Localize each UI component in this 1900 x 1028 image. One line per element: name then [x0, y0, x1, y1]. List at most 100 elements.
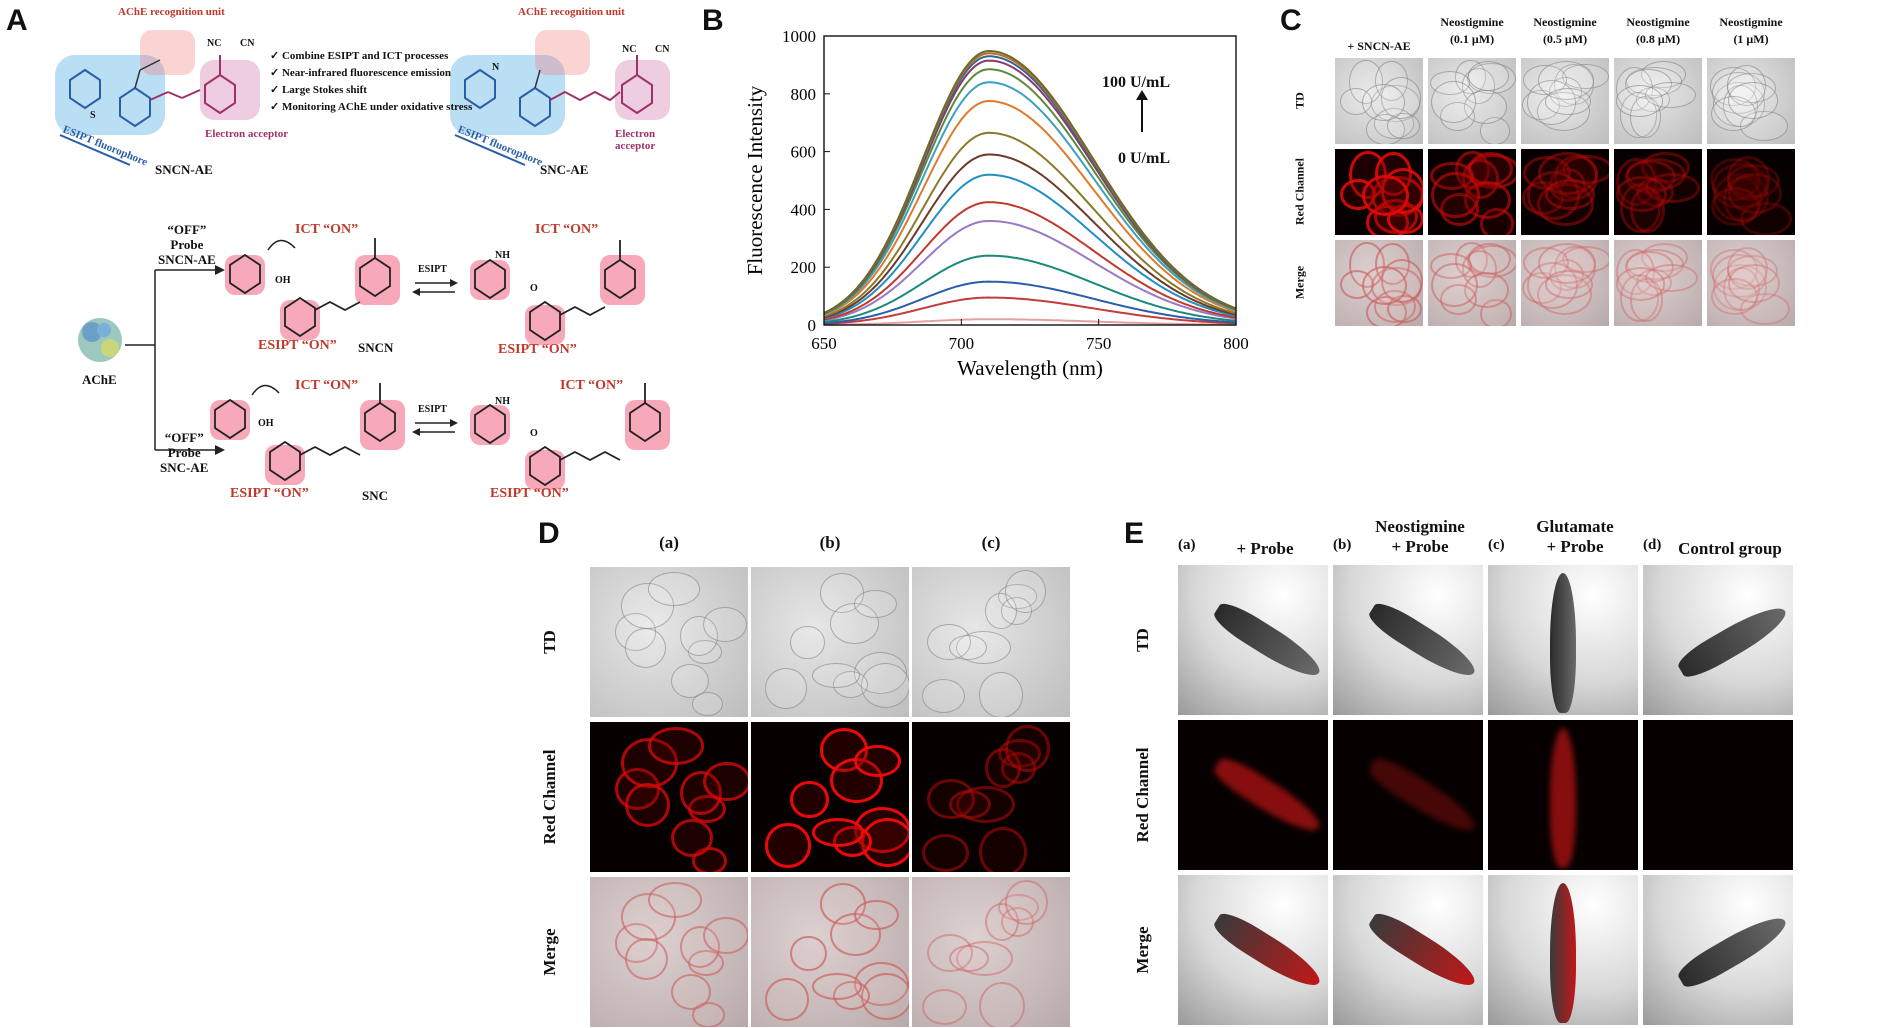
zebrafish-image [1488, 565, 1638, 715]
s-label: S [90, 110, 96, 121]
row-label: Merge [1133, 926, 1152, 974]
zebrafish-body [1550, 883, 1576, 1023]
panel-letter-a: A [6, 4, 28, 37]
cell-shape [1430, 262, 1478, 308]
cell-shape [854, 590, 897, 618]
cell-shape [978, 826, 1028, 872]
column-header: Neostigmine (0.1 μM) [1428, 14, 1516, 48]
ict-on-label: ICT “ON” [560, 378, 624, 393]
snc-right-structure [470, 383, 670, 490]
sncn-left-structure [225, 238, 400, 340]
column-header-line: Neostigmine [1440, 15, 1504, 29]
y-tick-label: 600 [791, 143, 817, 162]
cell-shape [765, 978, 809, 1021]
cell-shape [1468, 60, 1510, 91]
zebrafish-body [1364, 907, 1482, 995]
column-header: (a) [659, 533, 679, 552]
n-label: N [492, 62, 500, 73]
nc-label: NC [622, 44, 637, 55]
o-label: O [530, 428, 538, 439]
cell-shape [1544, 270, 1594, 299]
column-header-line: Neostigmine [1626, 15, 1690, 29]
micrograph-merge [912, 877, 1070, 1027]
probe-name-sncn-ae: SNCN-AE [155, 162, 213, 177]
panel-e: E (a) + Probe (b) Neostigmine + Probe (c) Glut… [1118, 515, 1900, 1028]
column-header: + SNCN-AE [1335, 38, 1423, 55]
cell-shape [854, 900, 899, 930]
x-tick-label: 650 [811, 334, 837, 353]
cell-shape [702, 607, 747, 643]
column-label-line: + Probe [1391, 537, 1449, 556]
column-header: (b) Neostigmine + Probe [1333, 515, 1483, 565]
spectrum-line-6 [823, 173, 1237, 320]
column-label: Control group [1667, 539, 1793, 559]
spectrum-line-8 [823, 131, 1237, 318]
y-tick-label: 400 [791, 200, 817, 219]
column-header: (d) Control group [1643, 515, 1793, 565]
zebrafish-body [1364, 752, 1482, 840]
cell-shape [1728, 173, 1782, 214]
esipt-on-label: ESIPT “ON” [490, 486, 569, 501]
zebrafish-body [1209, 907, 1327, 995]
column-header: Neostigmine (1 μM) [1707, 14, 1795, 48]
cell-shape [812, 663, 860, 689]
feature-item: ✓ Combine ESIPT and ICT processes [270, 50, 449, 62]
cell-shape [1615, 176, 1668, 212]
y-tick-label: 200 [791, 258, 817, 277]
spectrum-line-11 [823, 68, 1237, 315]
y-tick-label: 0 [808, 316, 817, 335]
oh-label: OH [275, 275, 291, 286]
micrograph-merge [1335, 240, 1423, 326]
cell-shape [625, 937, 669, 980]
esipt-arrow-label: ESIPT [418, 264, 447, 275]
cell-shape [671, 818, 714, 858]
cell-shape [1005, 725, 1051, 772]
esipt-on-label: ESIPT “ON” [230, 486, 309, 501]
snc-ae-structure [450, 30, 670, 166]
y-tick-label: 800 [791, 85, 817, 104]
sncn-label: SNCN [358, 340, 394, 355]
panel-b: B 650 700 750 800 0 200 400 600 800 1000 Wavelengt… [690, 0, 1250, 400]
cell-shape [860, 662, 909, 708]
up-arrowhead-icon [1136, 90, 1148, 100]
nc-label: NC [207, 38, 222, 49]
micrograph-td [1614, 58, 1702, 144]
column-label: + Probe [1202, 539, 1328, 559]
ache-label: AChE [82, 372, 117, 387]
zebrafish-body [1209, 752, 1327, 840]
cell-shape [949, 790, 991, 820]
column-label-line: Glutamate [1536, 517, 1614, 536]
micrograph-red [590, 722, 748, 872]
column-label-line: Control group [1678, 539, 1782, 558]
cell-shape [949, 635, 987, 661]
off-probe-sncn-ae: “OFF” Probe SNCN-AE [158, 222, 216, 267]
micrograph-red [1707, 149, 1795, 235]
feature-list: ✓ Combine ESIPT and ICT processes ✓ Near… [270, 48, 472, 116]
nh-label: NH [495, 250, 510, 261]
column-header: Neostigmine (0.5 μM) [1521, 14, 1609, 48]
micrograph-td [590, 567, 748, 717]
cell-shape [702, 917, 748, 955]
column-tag: (b) [1333, 537, 1352, 553]
column-header-line: Neostigmine [1533, 15, 1597, 29]
x-tick-label: 700 [949, 334, 975, 353]
panel-letter-c: C [1280, 4, 1302, 37]
zebrafish-body [1674, 754, 1792, 838]
cell-shape [671, 663, 710, 699]
cell-shape [765, 668, 807, 709]
cell-shape [648, 727, 704, 765]
cell-shape [1361, 83, 1406, 122]
o-label: O [530, 283, 538, 294]
micrograph-td [1428, 58, 1516, 144]
column-header-line: Neostigmine [1719, 15, 1783, 29]
fluorescence-chart: 650 700 750 800 0 200 400 600 800 1000 Wavelength … [743, 27, 1249, 380]
zebrafish-image [1488, 720, 1638, 870]
cell-shape [790, 780, 829, 819]
cell-shape [765, 823, 811, 868]
esipt-arrow-label: ESIPT [418, 404, 447, 415]
zebrafish-image [1643, 720, 1793, 870]
panel-d-grid: (a) (b) (c) TD Red Channel Merge [530, 515, 1090, 1028]
y-axis-label: Fluorescence Intensity [743, 85, 767, 275]
zebrafish-body [1550, 573, 1576, 713]
column-label-line: + Probe [1236, 539, 1294, 558]
